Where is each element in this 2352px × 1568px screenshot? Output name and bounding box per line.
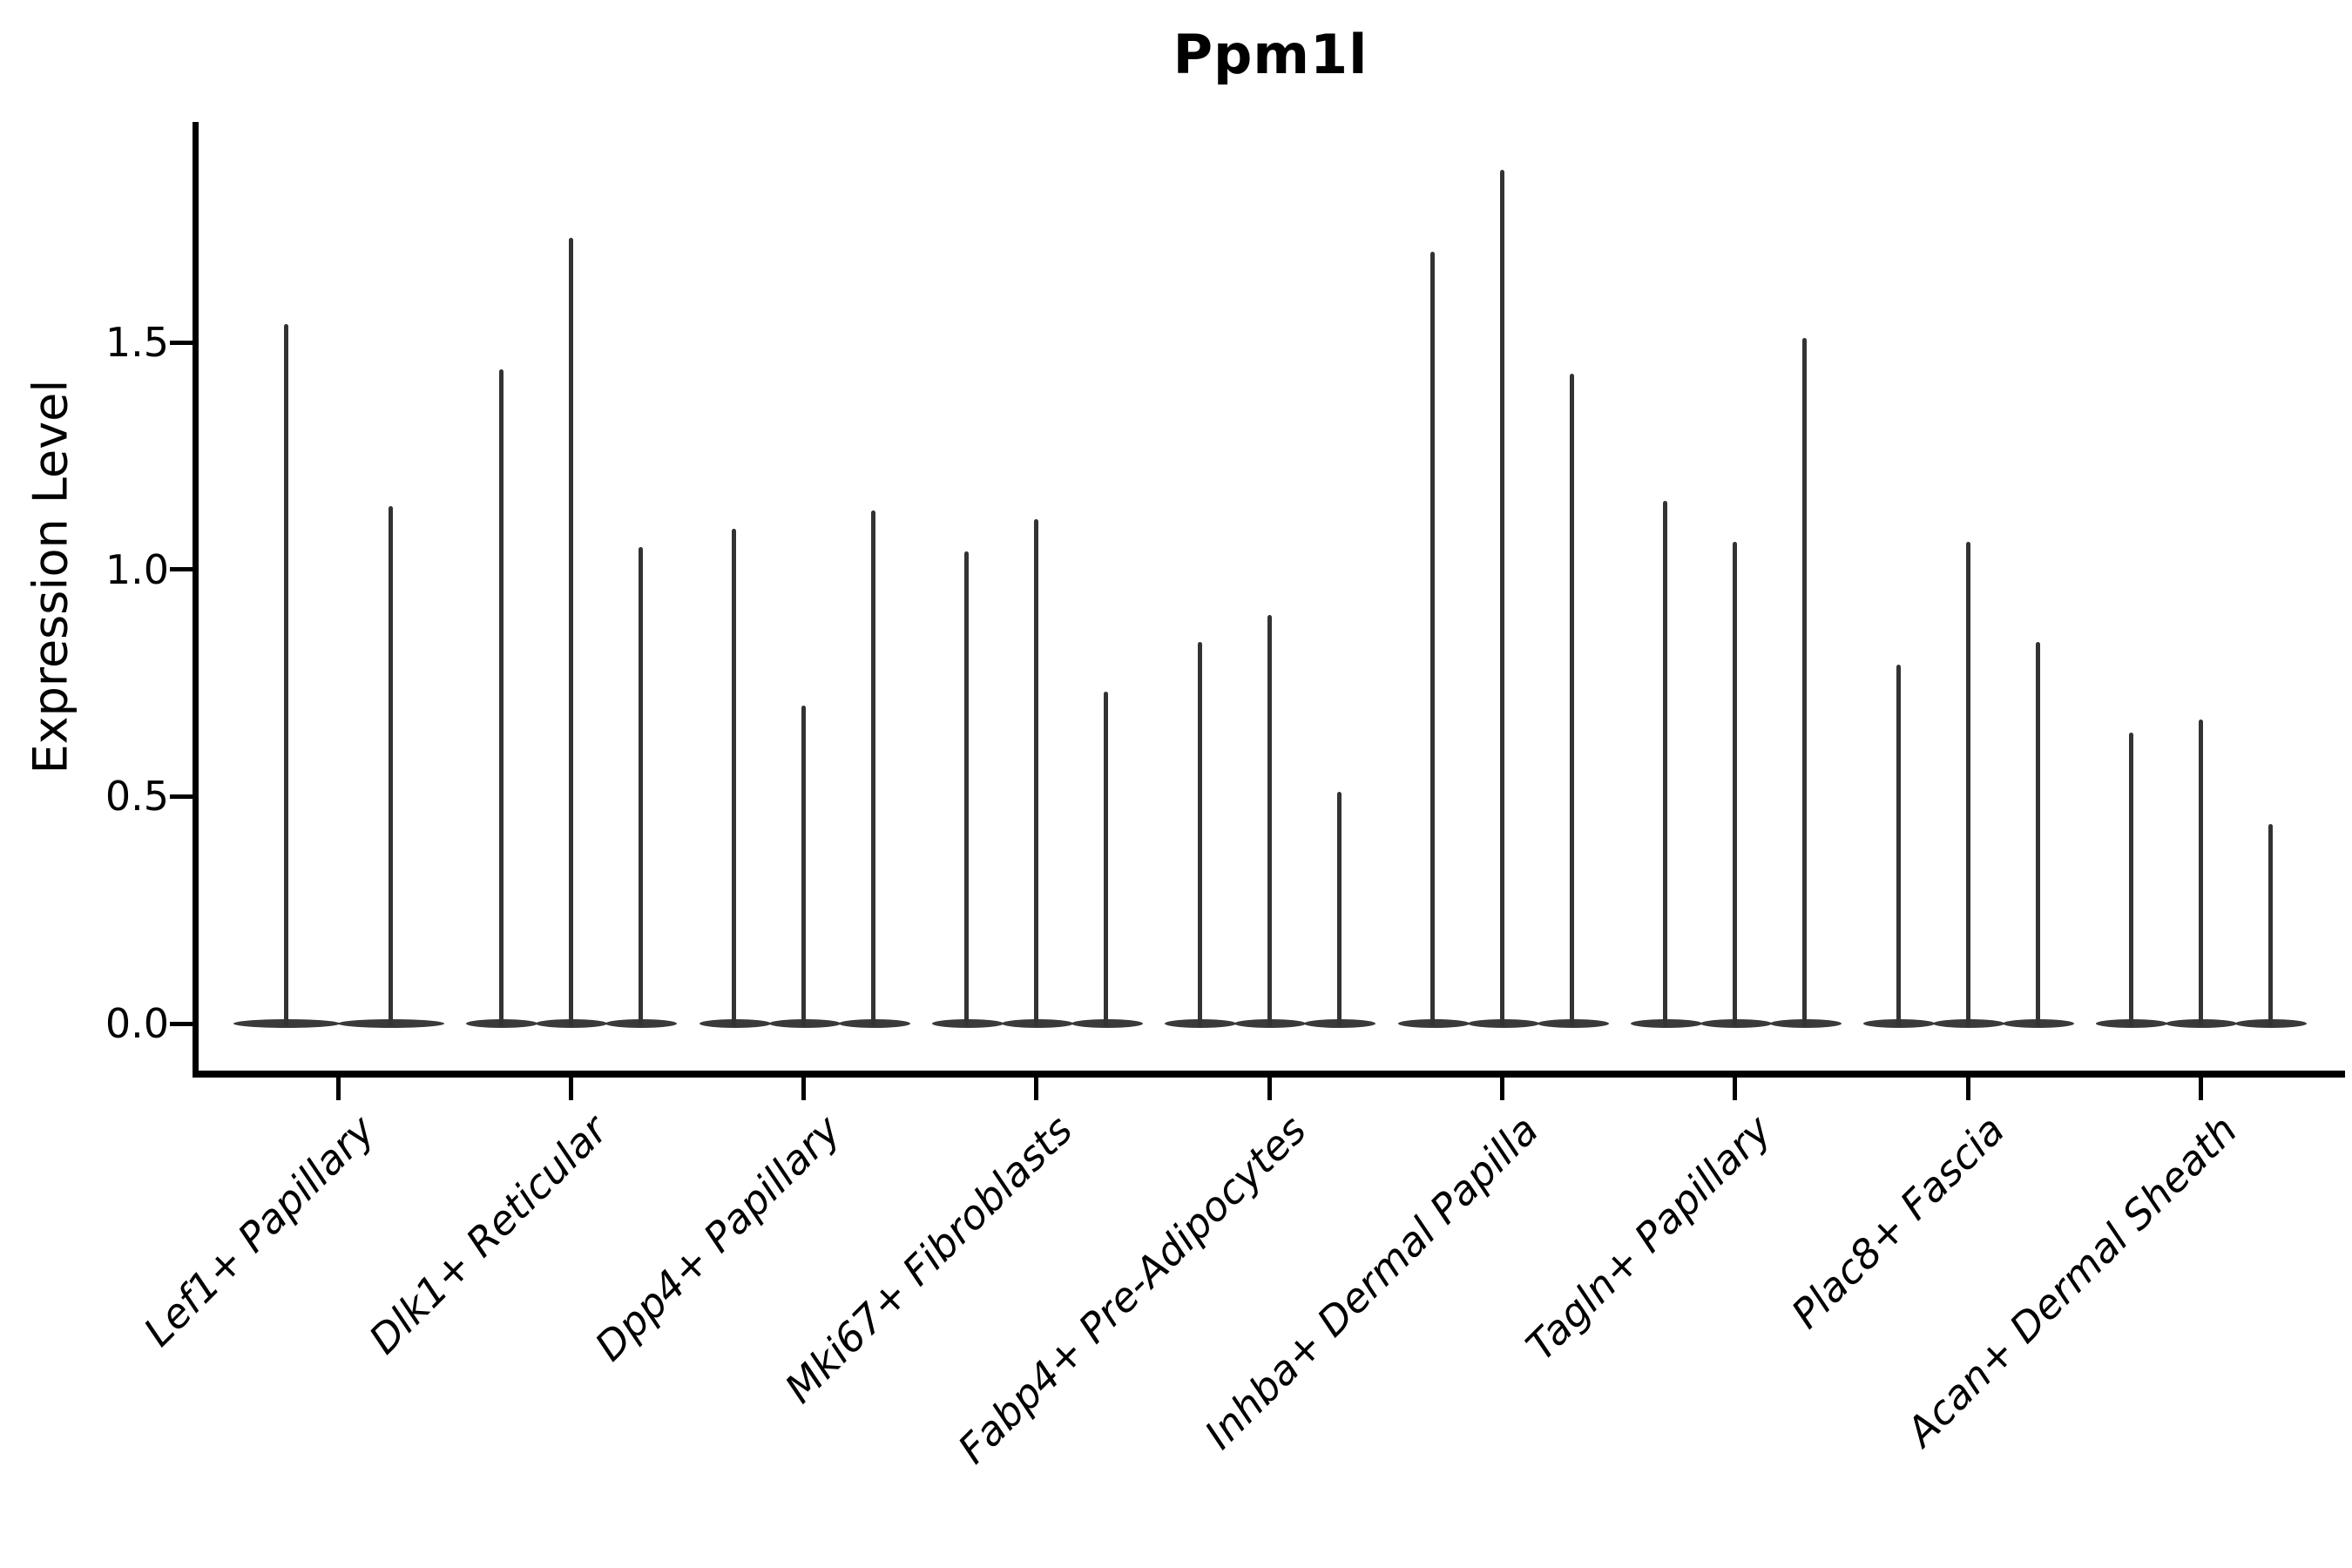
y-tick [170,567,193,572]
violin-spike [498,369,504,1026]
y-tick [170,794,193,799]
violin-spike [1896,665,1901,1026]
violin-spike [1733,542,1738,1026]
x-tick [1267,1078,1272,1100]
violin-spike [1570,374,1574,1026]
y-tick-label: 0.0 [105,1000,169,1047]
violin-spike [1267,614,1272,1026]
y-axis-line [193,122,199,1078]
y-tick-label: 1.0 [105,545,169,593]
y-tick-label: 0.5 [105,773,169,821]
violin-spike [2035,642,2040,1026]
x-tick [801,1078,807,1100]
violin-spike [2268,823,2273,1026]
y-tick [170,1021,193,1026]
x-tick [1034,1078,1039,1100]
violin-spike [1802,337,1808,1026]
y-tick-label: 1.5 [105,319,169,366]
violin-spike [871,510,876,1026]
x-tick-label: Plac8+ Fascia [1781,1105,2014,1338]
violin-spike [388,505,393,1026]
violin-spike [1104,692,1109,1026]
x-tick-label: Lef1+ Papillary [134,1105,384,1355]
violin-spike [1663,501,1668,1026]
x-tick [2198,1078,2203,1100]
violin-spike [568,238,573,1026]
violin-spike [2198,719,2203,1026]
violin-spike [1034,519,1039,1026]
violin-spike [801,706,807,1026]
violin-spike [1965,542,1970,1026]
violin-spike [1197,642,1202,1026]
x-tick-label: Dlk1+ Reticular [359,1105,617,1363]
y-tick [170,340,193,345]
x-axis-line [193,1071,2345,1078]
chart-title: Ppm1l [1173,23,1369,86]
x-tick [1500,1078,1504,1100]
x-tick [568,1078,573,1100]
violin-spike [1500,169,1504,1026]
x-tick-label: Tagln+ Papillary [1517,1105,1781,1370]
violin-spike [732,528,737,1026]
violin-spike [964,551,970,1026]
violin-spike [283,324,288,1026]
violin-spike [2128,733,2133,1026]
violin-spike [638,546,643,1026]
x-tick [1965,1078,1970,1100]
x-tick [1733,1078,1738,1100]
violin-spike [1430,251,1435,1026]
x-tick [335,1078,341,1100]
x-tick-label: Dpp4+ Papillary [585,1105,849,1370]
violin-spike [1336,792,1342,1026]
